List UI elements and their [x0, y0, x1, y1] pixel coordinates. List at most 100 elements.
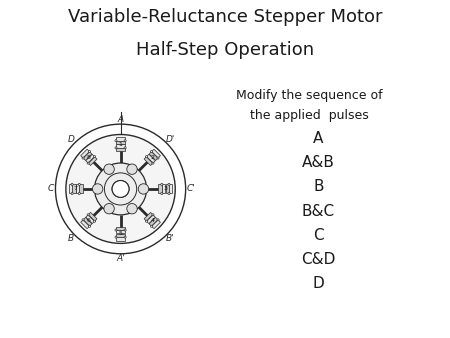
- Polygon shape: [116, 230, 125, 234]
- Text: B': B': [166, 234, 174, 243]
- Ellipse shape: [104, 203, 114, 214]
- Text: the applied  pulses: the applied pulses: [250, 109, 369, 122]
- Polygon shape: [158, 185, 162, 193]
- Text: Variable-Reluctance Stepper Motor: Variable-Reluctance Stepper Motor: [68, 8, 382, 26]
- Ellipse shape: [94, 163, 147, 215]
- Ellipse shape: [71, 192, 73, 195]
- Ellipse shape: [92, 184, 103, 194]
- Ellipse shape: [115, 140, 117, 142]
- Ellipse shape: [151, 225, 153, 227]
- Ellipse shape: [89, 225, 90, 227]
- Polygon shape: [147, 154, 155, 163]
- Text: D: D: [312, 276, 324, 291]
- Polygon shape: [116, 141, 125, 144]
- Polygon shape: [83, 217, 92, 226]
- Polygon shape: [116, 144, 125, 148]
- Ellipse shape: [112, 180, 129, 197]
- Text: Half-Step Operation: Half-Step Operation: [136, 41, 314, 59]
- Polygon shape: [116, 234, 125, 237]
- Polygon shape: [147, 215, 155, 224]
- Ellipse shape: [87, 214, 89, 216]
- Ellipse shape: [78, 192, 81, 195]
- Polygon shape: [86, 154, 94, 163]
- Text: 3: 3: [163, 187, 167, 191]
- Ellipse shape: [78, 184, 81, 186]
- Ellipse shape: [94, 220, 96, 222]
- Ellipse shape: [89, 151, 90, 153]
- Text: B: B: [68, 234, 74, 243]
- Text: 5: 5: [119, 231, 122, 236]
- Polygon shape: [88, 212, 97, 221]
- Ellipse shape: [124, 229, 126, 231]
- Ellipse shape: [112, 180, 129, 197]
- Ellipse shape: [115, 236, 117, 238]
- Ellipse shape: [161, 184, 163, 186]
- Text: D: D: [68, 135, 75, 144]
- Ellipse shape: [66, 135, 175, 243]
- Polygon shape: [162, 185, 165, 193]
- Polygon shape: [152, 220, 160, 228]
- Polygon shape: [149, 152, 158, 161]
- Ellipse shape: [168, 192, 170, 195]
- Text: C': C': [186, 185, 195, 193]
- Polygon shape: [86, 215, 94, 224]
- Ellipse shape: [115, 229, 117, 231]
- Ellipse shape: [104, 173, 137, 205]
- Ellipse shape: [115, 147, 117, 149]
- Polygon shape: [88, 157, 97, 166]
- Polygon shape: [83, 152, 92, 161]
- Text: B: B: [313, 179, 324, 194]
- Polygon shape: [144, 157, 153, 166]
- Text: 8: 8: [87, 155, 91, 160]
- Ellipse shape: [145, 220, 148, 222]
- Polygon shape: [149, 217, 158, 226]
- Text: 4: 4: [150, 218, 154, 223]
- Ellipse shape: [152, 214, 154, 216]
- Ellipse shape: [161, 192, 163, 195]
- Text: 2: 2: [150, 155, 154, 160]
- Ellipse shape: [82, 219, 84, 221]
- Polygon shape: [72, 185, 76, 193]
- Ellipse shape: [127, 164, 137, 174]
- Polygon shape: [116, 137, 125, 141]
- Polygon shape: [81, 220, 90, 228]
- Polygon shape: [166, 185, 169, 193]
- Text: B&C: B&C: [302, 203, 335, 219]
- Ellipse shape: [124, 140, 126, 142]
- Text: D': D': [165, 135, 175, 144]
- Polygon shape: [81, 149, 90, 158]
- Text: A: A: [117, 115, 124, 124]
- Polygon shape: [76, 185, 79, 193]
- Ellipse shape: [138, 184, 148, 194]
- Ellipse shape: [71, 184, 73, 186]
- Polygon shape: [69, 185, 72, 193]
- Polygon shape: [152, 149, 160, 158]
- Ellipse shape: [82, 157, 84, 159]
- Text: 6: 6: [87, 218, 91, 223]
- Text: C: C: [313, 228, 324, 243]
- Ellipse shape: [94, 155, 96, 158]
- Ellipse shape: [104, 164, 114, 174]
- Text: C: C: [47, 185, 54, 193]
- Ellipse shape: [168, 184, 170, 186]
- Polygon shape: [80, 185, 83, 193]
- Ellipse shape: [87, 162, 89, 164]
- Ellipse shape: [151, 151, 153, 153]
- Ellipse shape: [145, 155, 148, 158]
- Polygon shape: [116, 227, 125, 230]
- Ellipse shape: [157, 157, 159, 159]
- Ellipse shape: [157, 219, 159, 221]
- Polygon shape: [116, 148, 125, 151]
- Text: A&B: A&B: [302, 155, 335, 170]
- Ellipse shape: [152, 162, 154, 164]
- Polygon shape: [116, 237, 125, 241]
- Polygon shape: [144, 212, 153, 221]
- Ellipse shape: [127, 203, 137, 214]
- Text: 7: 7: [74, 187, 78, 191]
- Text: A': A': [116, 254, 125, 263]
- Ellipse shape: [124, 236, 126, 238]
- Text: C&D: C&D: [301, 252, 336, 267]
- Text: 1: 1: [119, 142, 122, 147]
- Ellipse shape: [124, 147, 126, 149]
- Text: A: A: [313, 131, 324, 146]
